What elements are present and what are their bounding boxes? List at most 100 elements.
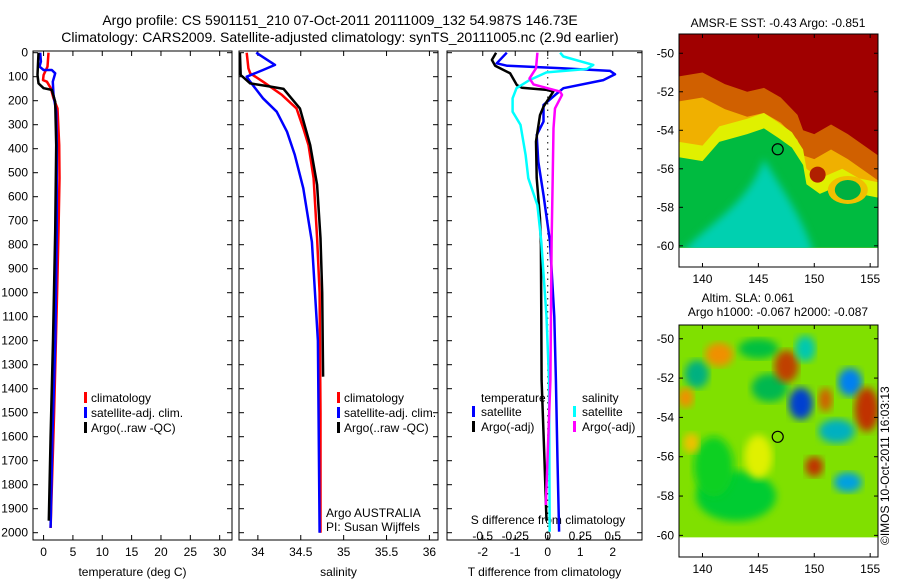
sla-anomaly-blob xyxy=(833,472,862,493)
series-line-t-argo-adj- xyxy=(490,52,555,521)
x-tick-label: -2 xyxy=(477,545,488,559)
x-tick-label: 0 xyxy=(544,545,551,559)
lon-tick-label: 140 xyxy=(692,562,712,576)
lon-tick-label: 155 xyxy=(860,272,880,286)
map-title: AMSR-E SST: -0.43 Argo: -0.851 xyxy=(691,16,866,30)
annotation-text: PI: Susan Wijffels xyxy=(326,520,420,534)
sla-anomaly-blob xyxy=(838,368,863,397)
series-line-s-argo-adj- xyxy=(528,52,564,506)
lat-tick-label: -50 xyxy=(657,332,675,346)
lon-tick-label: 140 xyxy=(692,272,712,286)
legend-label: satellite-adj. clim. xyxy=(344,406,436,420)
lat-tick-label: -58 xyxy=(657,489,675,503)
lat-tick-label: -60 xyxy=(657,239,675,253)
y-tick-label: 1000 xyxy=(1,286,28,300)
lat-tick-label: -58 xyxy=(657,200,675,214)
temperature-panel: 0 5 10 15 20 25 300100200300400500600700800900… xyxy=(1,46,233,579)
y-tick-label: 1200 xyxy=(1,334,28,348)
s-axis-label: S difference from climatology xyxy=(471,513,626,527)
sla_map-panel: 140 145 150 155 -50 -52 -54 -56 -58 -60 Altim. SLA… xyxy=(657,291,881,576)
legend-marker xyxy=(337,422,340,433)
x-tick-label: 20 xyxy=(154,545,168,559)
sla-anomaly-blob xyxy=(788,387,813,420)
y-tick-label: 600 xyxy=(8,190,28,204)
legend-title-temperature: temperature xyxy=(481,391,546,405)
legend-label: Argo(-adj) xyxy=(582,420,635,434)
map-title: Altim. SLA: 0.061 xyxy=(702,291,795,305)
lon-tick-label: 155 xyxy=(860,562,880,576)
sst_map-field xyxy=(679,34,878,248)
y-tick-label: 100 xyxy=(8,70,28,84)
warm-eddy xyxy=(809,166,826,183)
legend-label: satellite xyxy=(481,405,522,419)
y-tick-label: 1600 xyxy=(1,430,28,444)
legend-marker xyxy=(472,406,475,417)
lat-tick-label: -54 xyxy=(657,123,675,137)
legend-marker xyxy=(84,392,87,403)
annotation-text: Argo AUSTRALIA xyxy=(326,506,421,520)
lat-tick-label: -56 xyxy=(657,450,675,464)
legend-marker xyxy=(84,422,87,433)
sla-anomaly-blob xyxy=(705,342,734,367)
sla-anomaly-blob xyxy=(679,387,694,408)
sla-anomaly-blob xyxy=(774,350,799,383)
sla-anomaly-blob xyxy=(738,338,779,359)
lon-tick-label: 150 xyxy=(804,562,824,576)
figure-title-line2: Climatology: CARS2009. Satellite-adjuste… xyxy=(61,29,618,45)
x-axis-label: salinity xyxy=(320,565,357,579)
salinity-panel: 34 34.5 35 35.5 36 salinity climatologysatelli… xyxy=(238,50,439,579)
y-tick-label: 2000 xyxy=(1,526,28,540)
sla-anomaly-blob xyxy=(684,360,709,389)
x-tick-label: 5 xyxy=(70,545,77,559)
x-tick-label: 36 xyxy=(423,545,437,559)
s-tick-label: -0.5 xyxy=(472,529,493,543)
x-tick-label: 25 xyxy=(184,545,198,559)
lat-tick-label: -50 xyxy=(657,46,675,60)
plot-frame xyxy=(32,50,233,541)
sla-anomaly-blob xyxy=(818,387,833,412)
x-tick-label: -1 xyxy=(510,545,521,559)
y-tick-label: 400 xyxy=(8,142,28,156)
sla-anomaly-blob xyxy=(683,432,700,453)
eddy-core xyxy=(834,179,861,200)
plot-frame xyxy=(238,50,439,541)
legend-label: Argo(-adj) xyxy=(481,420,534,434)
s-tick-label: 0.5 xyxy=(604,529,621,543)
sla-anomaly-blob xyxy=(693,436,734,497)
plot-panels: 0 5 10 15 20 25 300100200300400500600700800900… xyxy=(1,16,880,579)
legend-label: satellite xyxy=(582,405,623,419)
legend-marker xyxy=(337,392,340,403)
y-tick-label: 1300 xyxy=(1,358,28,372)
x-tick-label: 30 xyxy=(213,545,227,559)
lon-tick-label: 145 xyxy=(748,562,768,576)
lat-tick-label: -60 xyxy=(657,528,675,542)
s-tick-label: -0.25 xyxy=(502,529,530,543)
difference-panel: -2 -1 0 1 2 T difference from climatology S di… xyxy=(446,50,643,579)
map-frame xyxy=(678,324,879,558)
lat-tick-label: -54 xyxy=(657,410,675,424)
argo-location-marker xyxy=(771,143,784,156)
sla-anomaly-blob xyxy=(805,456,824,477)
sla-anomaly-blob xyxy=(744,434,773,479)
y-tick-label: 0 xyxy=(21,46,28,60)
y-tick-label: 700 xyxy=(8,214,28,228)
sla-anomaly-blob xyxy=(751,373,788,402)
lat-tick-label: -52 xyxy=(657,371,675,385)
x-tick-label: 2 xyxy=(609,545,616,559)
y-tick-label: 1700 xyxy=(1,454,28,468)
legend-marker xyxy=(573,421,576,432)
map-subtitle: Argo h1000: -0.067 h2000: -0.087 xyxy=(688,305,868,319)
x-axis-label: T difference from climatology xyxy=(468,565,622,579)
argo-location-marker xyxy=(771,430,784,443)
legend-label: Argo(..raw -QC) xyxy=(91,421,176,435)
legend-title-salinity: salinity xyxy=(582,391,619,405)
series-line-argo-raw-qc- xyxy=(36,52,58,521)
legend-marker xyxy=(472,421,475,432)
imos-credit: ©IMOS 10-Oct-2011 16:03:13 xyxy=(878,386,892,545)
legend-marker xyxy=(337,407,340,418)
y-tick-label: 500 xyxy=(8,166,28,180)
figure-title-line1: Argo profile: CS 5901151_210 07-Oct-2011… xyxy=(102,12,577,28)
y-tick-label: 300 xyxy=(8,118,28,132)
x-tick-label: 34.5 xyxy=(289,545,313,559)
